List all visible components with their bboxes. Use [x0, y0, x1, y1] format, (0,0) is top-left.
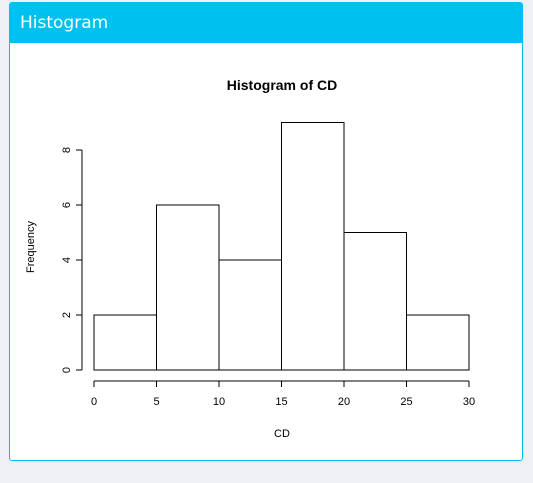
- y-tick-label: 0: [61, 367, 73, 373]
- x-tick-label: 0: [91, 396, 97, 408]
- y-tick-label: 4: [61, 257, 73, 263]
- y-tick-label: 2: [61, 312, 73, 318]
- x-tick-label: 30: [463, 396, 475, 408]
- x-tick-label: 20: [338, 396, 350, 408]
- y-tick-label: 6: [61, 202, 73, 208]
- x-tick-label: 5: [153, 396, 159, 408]
- x-axis: 0 5 10 15 20 25 30: [91, 380, 475, 408]
- histogram-bar: [218, 259, 282, 371]
- plot-area: Histogram of CD CD Frequency 0 5 10 15 20 25 3…: [10, 43, 522, 460]
- histogram-panel: Histogram Histogram of CD CD Frequency 0…: [9, 2, 523, 461]
- panel-title: Histogram: [10, 3, 522, 43]
- histogram-bar: [156, 204, 220, 371]
- x-axis-label: CD: [274, 428, 290, 440]
- histogram-bar: [281, 122, 345, 371]
- histogram-bar: [93, 314, 157, 371]
- histogram-bar: [343, 232, 407, 371]
- x-tick-label: 10: [213, 396, 225, 408]
- y-axis: 0 2 4 6 8: [61, 147, 83, 373]
- x-tick-label: 15: [275, 396, 287, 408]
- chart-title: Histogram of CD: [227, 77, 337, 93]
- y-tick-label: 8: [61, 147, 73, 153]
- histogram-bar: [406, 314, 470, 371]
- histogram-chart: Histogram of CD CD Frequency 0 5 10 15 20 25 3…: [25, 77, 475, 440]
- x-tick-label: 25: [400, 396, 412, 408]
- y-axis-label: Frequency: [25, 221, 37, 273]
- bars-group: [93, 122, 470, 371]
